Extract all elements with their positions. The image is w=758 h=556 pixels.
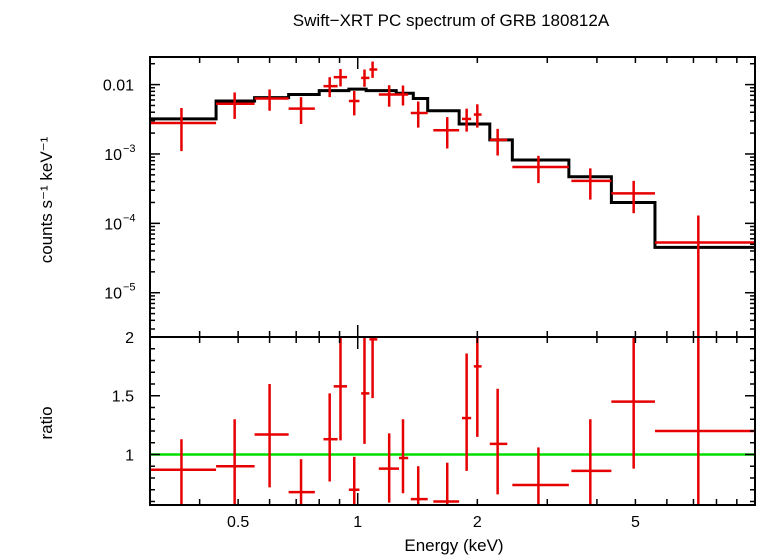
y-tick-label: 2 [125, 330, 134, 347]
y-tick-label-exponent: −3 [123, 143, 136, 155]
ratio-point [571, 419, 612, 505]
ratio-point [489, 388, 508, 495]
y-tick-label: 10 −4 [104, 212, 135, 233]
ratio-point [333, 337, 348, 441]
data-point [410, 101, 428, 128]
ratio-point [254, 383, 289, 488]
data-point [654, 215, 755, 337]
ratio-point [348, 456, 360, 505]
ratio-point [369, 337, 378, 399]
bottom-plot-area [150, 337, 755, 505]
data-point [571, 168, 612, 200]
chart-title: Swift−XRT PC spectrum of GRB 180812A [293, 11, 610, 30]
x-axis-label: Energy (keV) [404, 536, 503, 555]
data-point [461, 108, 472, 132]
ratio-point [323, 393, 338, 482]
ratio-point [398, 419, 409, 494]
data-point [323, 77, 338, 98]
x-tick-label: 1 [353, 514, 362, 531]
x-tick-label: 0.5 [227, 514, 249, 531]
ratio-point [461, 353, 472, 471]
ratio-point [361, 337, 370, 444]
data-point [611, 180, 655, 214]
x-tick-label: 2 [473, 514, 482, 531]
data-point [150, 108, 217, 152]
bottom-panel-frame [149, 336, 756, 506]
data-point [348, 90, 360, 116]
ratio-point [611, 337, 655, 469]
ratio-point [410, 466, 428, 505]
y-tick-label: 1.5 [112, 389, 134, 406]
top-panel-frame [149, 56, 756, 338]
y-tick-label-exponent: −4 [123, 212, 136, 224]
data-point [288, 97, 315, 125]
y-tick-label: 10 −3 [104, 143, 135, 164]
data-point [254, 89, 289, 111]
data-point [333, 68, 348, 87]
ratio-point [216, 419, 255, 505]
data-point [489, 128, 508, 156]
data-point [216, 92, 255, 119]
data-point [473, 104, 482, 128]
x-tick-label: 5 [631, 514, 640, 531]
bottom-panel: 1 1.5 2 0.5 1 2 5 [112, 330, 756, 531]
data-point [361, 69, 370, 87]
bottom-panel-y-axis-label: ratio [37, 406, 56, 439]
model-step-line [150, 87, 755, 249]
data-point [369, 61, 378, 78]
ratio-point [654, 337, 755, 505]
y-tick-label: 0.01 [103, 78, 134, 95]
ratio-point [473, 337, 482, 437]
y-tick-label-base: 10 [104, 147, 122, 164]
y-tick-label: 1 [125, 447, 134, 464]
y-tick-label-exponent: −5 [123, 282, 136, 294]
data-point [378, 85, 399, 107]
data-point [433, 117, 460, 149]
top-plot-area [150, 61, 755, 337]
ratio-point [288, 459, 315, 505]
ratio-point [512, 447, 569, 505]
ratio-point [433, 462, 460, 505]
top-panel-y-axis-label: counts s⁻¹ keV⁻¹ [37, 136, 56, 263]
ratio-point [150, 439, 217, 505]
data-point [398, 85, 409, 106]
y-tick-label-base: 10 [104, 286, 122, 303]
ratio-point [378, 433, 399, 503]
data-point [512, 155, 569, 184]
y-tick-label-base: 10 [104, 216, 122, 233]
y-tick-label: 10 −5 [104, 282, 135, 303]
